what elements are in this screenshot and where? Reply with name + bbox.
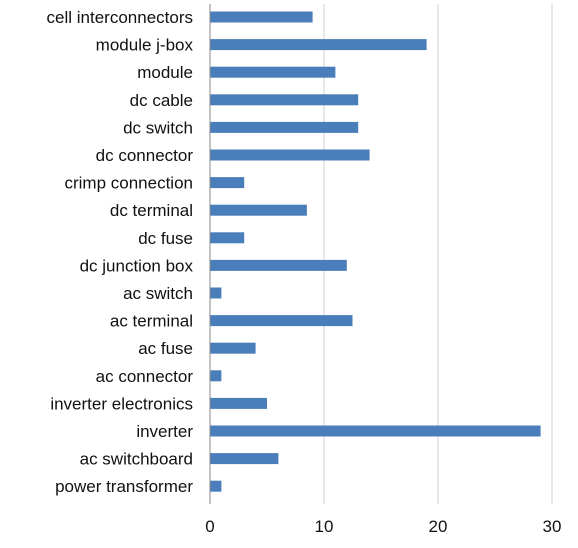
category-label: cell interconnectors <box>47 8 193 27</box>
category-label: power transformer <box>55 477 193 496</box>
category-label: dc junction box <box>80 256 194 275</box>
category-label: ac terminal <box>110 312 193 331</box>
bar <box>210 39 427 51</box>
category-label: inverter electronics <box>50 394 193 413</box>
category-label: crimp connection <box>64 174 193 193</box>
bar <box>210 315 353 327</box>
category-label: dc switch <box>123 118 193 137</box>
bar <box>210 204 307 216</box>
bar <box>210 259 347 271</box>
bar <box>210 232 245 244</box>
category-label: module j-box <box>96 36 194 55</box>
bar <box>210 94 359 106</box>
bar <box>210 342 256 354</box>
bar <box>210 11 313 23</box>
bar-layer <box>210 11 541 492</box>
bar <box>210 397 267 409</box>
x-tick-label: 0 <box>205 517 214 536</box>
x-tick-label: 10 <box>315 517 334 536</box>
bar <box>210 177 245 189</box>
category-label: ac fuse <box>138 339 193 358</box>
category-label: dc connector <box>96 146 194 165</box>
category-label: dc cable <box>130 91 193 110</box>
bar <box>210 287 222 299</box>
category-label: inverter <box>136 422 193 441</box>
category-label-layer: cell interconnectors module j-box module dc… <box>47 8 194 496</box>
bar <box>210 425 541 437</box>
category-label: dc terminal <box>110 201 193 220</box>
category-label: dc fuse <box>138 229 193 248</box>
bar <box>210 480 222 492</box>
bar <box>210 121 359 133</box>
x-tick-label: 20 <box>429 517 448 536</box>
grid-layer <box>323 4 553 504</box>
category-label: ac connector <box>96 367 194 386</box>
x-tick-label: 30 <box>543 517 562 536</box>
category-label: ac switchboard <box>80 450 193 469</box>
tick-label-layer: 0 10 20 30 <box>205 517 561 536</box>
bar <box>210 453 279 465</box>
category-label: ac switch <box>123 284 193 303</box>
bar <box>210 66 336 78</box>
bar <box>210 149 370 161</box>
category-label: module <box>137 63 193 82</box>
bar <box>210 370 222 382</box>
